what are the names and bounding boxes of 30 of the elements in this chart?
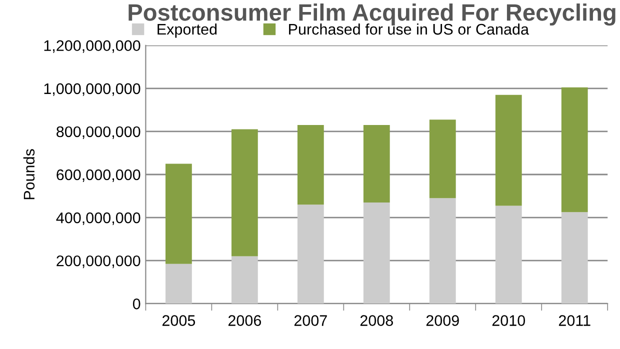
bar <box>561 212 588 304</box>
bar <box>165 264 192 304</box>
bar <box>297 125 324 205</box>
bar <box>495 94 522 206</box>
bar <box>165 164 192 264</box>
y-tick-label: 400,000,000 <box>56 212 140 226</box>
x-tick-label: 2009 <box>426 315 459 326</box>
y-tick-label: 1,000,000,000 <box>44 83 140 96</box>
bar <box>231 256 258 304</box>
x-tick-label: 2007 <box>294 315 327 326</box>
y-tick-label: 0 <box>132 298 140 310</box>
y-tick-label: 600,000,000 <box>56 169 140 182</box>
y-tick-label: 1,200,000,000 <box>44 40 140 53</box>
bar <box>429 120 456 198</box>
x-tick-label: 2011 <box>558 315 590 326</box>
x-tick-label: 2005 <box>162 315 196 326</box>
y-axis-title: Pounds <box>23 149 35 200</box>
bar <box>231 129 258 256</box>
x-tick-label: 2008 <box>360 315 393 326</box>
legend-label: Exported <box>158 23 217 38</box>
y-tick-label: 200,000,000 <box>56 255 140 268</box>
bar <box>363 202 390 304</box>
bar <box>297 204 324 304</box>
bar <box>561 87 588 212</box>
bar <box>495 206 522 304</box>
y-tick-label: 800,000,000 <box>56 126 140 139</box>
bar <box>429 198 456 304</box>
x-tick-label: 2010 <box>492 315 526 326</box>
bar <box>363 125 390 202</box>
x-tick-label: 2006 <box>228 315 261 326</box>
